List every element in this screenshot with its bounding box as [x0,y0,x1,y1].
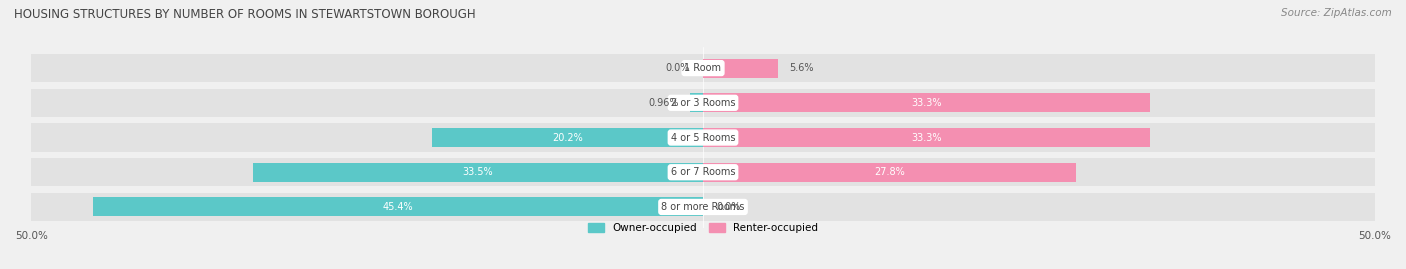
Bar [703,128,1150,147]
Bar [31,193,703,221]
Bar [690,93,703,112]
Bar [703,158,1375,186]
Text: HOUSING STRUCTURES BY NUMBER OF ROOMS IN STEWARTSTOWN BOROUGH: HOUSING STRUCTURES BY NUMBER OF ROOMS IN… [14,8,475,21]
Bar [703,93,1150,112]
Bar [432,128,703,147]
Bar [703,89,1375,117]
Bar [31,54,703,82]
Bar [31,158,703,186]
Text: 33.3%: 33.3% [911,133,942,143]
Text: 0.0%: 0.0% [665,63,689,73]
Text: 1 Room: 1 Room [685,63,721,73]
Text: 27.8%: 27.8% [875,167,905,177]
Text: 2 or 3 Rooms: 2 or 3 Rooms [671,98,735,108]
Bar [703,193,1375,221]
Bar [703,54,1375,82]
Bar [703,163,1077,182]
Text: 45.4%: 45.4% [382,202,413,212]
Text: 20.2%: 20.2% [553,133,582,143]
Bar [93,197,703,217]
Text: 33.5%: 33.5% [463,167,494,177]
Text: 0.96%: 0.96% [648,98,679,108]
Bar [703,123,1375,152]
Text: Source: ZipAtlas.com: Source: ZipAtlas.com [1281,8,1392,18]
Text: 4 or 5 Rooms: 4 or 5 Rooms [671,133,735,143]
Text: 33.3%: 33.3% [911,98,942,108]
Bar [31,89,703,117]
Text: 6 or 7 Rooms: 6 or 7 Rooms [671,167,735,177]
Legend: Owner-occupied, Renter-occupied: Owner-occupied, Renter-occupied [583,218,823,237]
Text: 8 or more Rooms: 8 or more Rooms [661,202,745,212]
Text: 5.6%: 5.6% [789,63,814,73]
Text: 0.0%: 0.0% [717,202,741,212]
Bar [31,123,703,152]
Bar [703,59,778,78]
Bar [253,163,703,182]
